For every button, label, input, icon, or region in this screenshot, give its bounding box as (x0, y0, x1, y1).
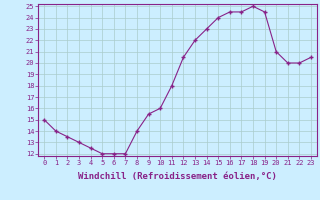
X-axis label: Windchill (Refroidissement éolien,°C): Windchill (Refroidissement éolien,°C) (78, 172, 277, 181)
